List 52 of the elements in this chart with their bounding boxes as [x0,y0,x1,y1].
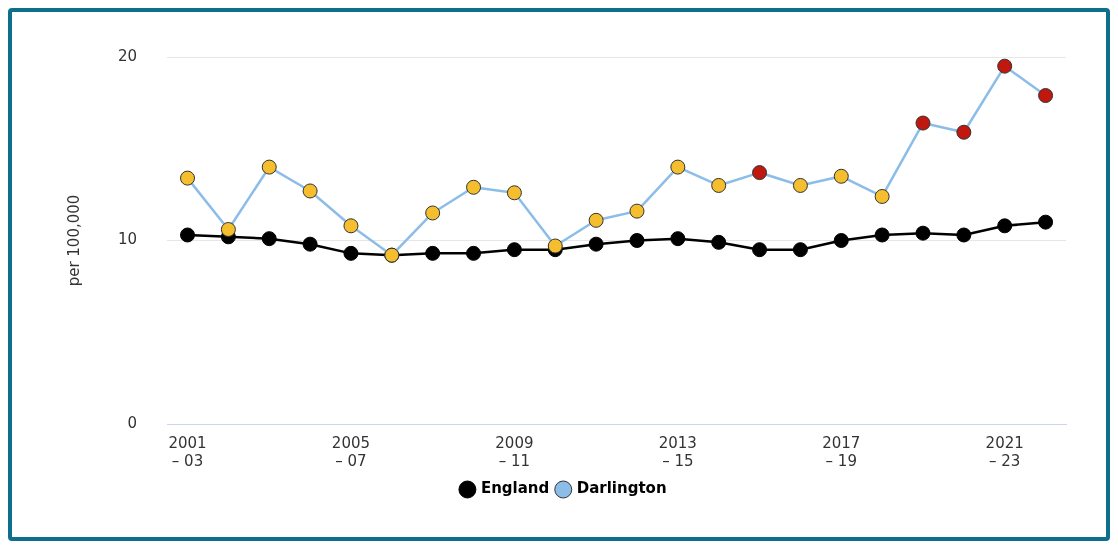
point [466,179,482,195]
point [792,242,808,258]
x-tick-label: 2021 – 23 [985,433,1024,470]
point [302,183,318,199]
point [261,159,277,175]
point [752,242,768,258]
point [302,236,318,252]
point [629,203,645,219]
point [997,218,1013,234]
point [588,236,604,252]
y-axis-title: per 100,000 [64,194,83,287]
point [874,188,890,204]
point [629,233,645,248]
x-tick-label: 2009 – 11 [495,433,534,470]
point [1038,214,1054,230]
point [997,58,1013,74]
point [752,165,768,181]
point [956,227,972,243]
x-tick-label: 2005 – 07 [331,433,371,470]
point [343,245,359,261]
x-tick-label: 2013 – 15 [658,433,697,470]
point [466,245,482,261]
x-tick-label: 2017 – 19 [822,433,861,470]
legend-label: England [480,479,550,498]
point [670,231,686,247]
point [180,170,196,186]
point [956,124,972,140]
y-tick-label: 0 [127,413,138,432]
y-tick-label: 10 [117,230,138,249]
point [874,227,890,243]
point [915,115,931,131]
point [343,218,359,234]
point [425,205,441,221]
point [670,159,686,175]
point [220,221,236,237]
point [1038,88,1054,104]
point [180,227,196,243]
point [588,212,604,228]
point [833,168,849,184]
y-tick-label: 20 [117,46,138,65]
x-tick-label: 2001 – 03 [168,433,207,470]
point [833,233,849,248]
point [792,177,808,193]
point [711,234,727,250]
point [547,238,563,254]
point [711,177,727,193]
legend-label: Darlington [576,479,667,498]
point [261,231,277,247]
point [915,225,931,241]
point [506,185,522,201]
point [506,242,522,258]
point [425,245,441,261]
